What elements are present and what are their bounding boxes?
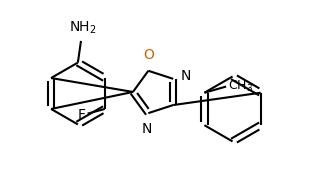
Text: CH$_3$: CH$_3$ (228, 79, 253, 94)
Text: N: N (181, 69, 191, 83)
Text: N: N (141, 122, 152, 136)
Text: F: F (77, 108, 86, 122)
Text: NH$_2$: NH$_2$ (69, 20, 96, 36)
Text: O: O (143, 48, 154, 62)
